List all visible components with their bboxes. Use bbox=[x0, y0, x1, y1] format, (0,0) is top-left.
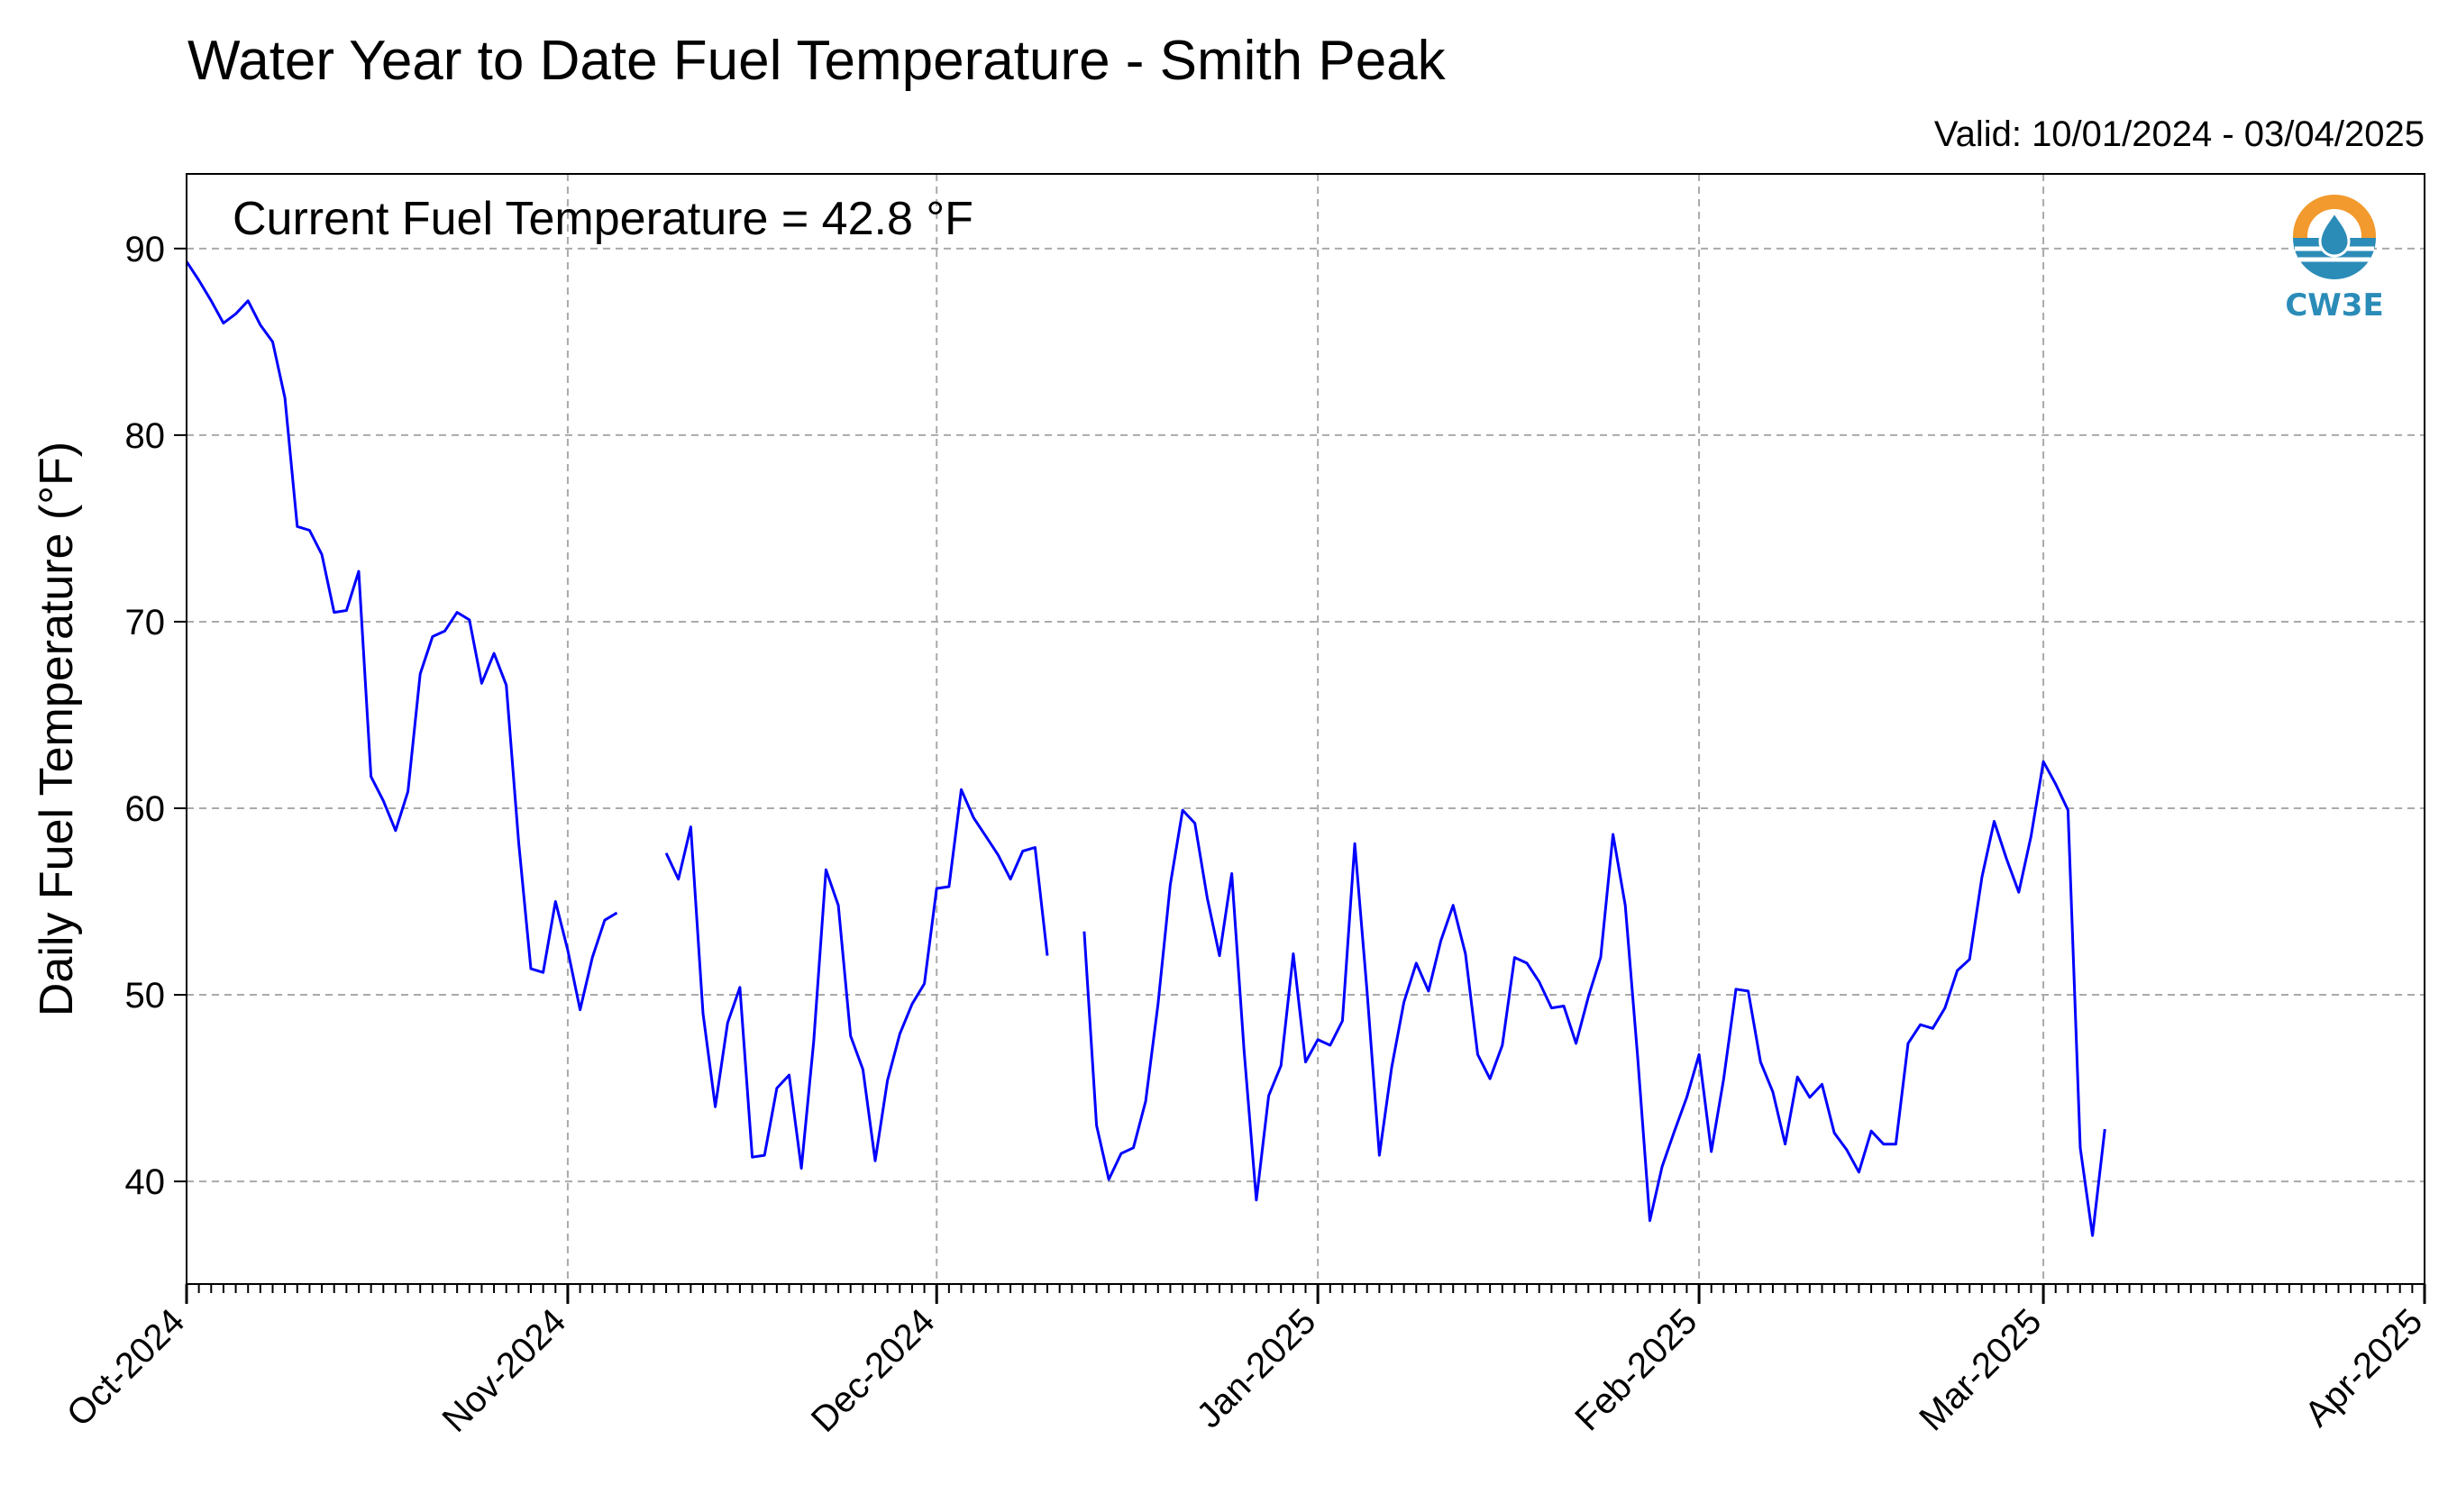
y-tick-label: 70 bbox=[125, 603, 166, 642]
grid-lines bbox=[187, 174, 2425, 1284]
x-tick-label: Dec-2024 bbox=[804, 1301, 943, 1440]
x-tick-label: Nov-2024 bbox=[435, 1301, 574, 1440]
valid-date-range: Valid: 10/01/2024 - 03/04/2025 bbox=[1934, 114, 2425, 154]
cw3e-logo: CW3E bbox=[2285, 195, 2384, 323]
y-tick-label: 90 bbox=[125, 230, 166, 269]
y-tick-label: 40 bbox=[125, 1162, 166, 1202]
y-axis-ticks: 40 50 60 70 80 90 bbox=[125, 230, 187, 1202]
y-tick-label: 80 bbox=[125, 416, 166, 456]
fuel-temperature-line bbox=[185, 260, 2106, 1237]
x-tick-label: Mar-2025 bbox=[1912, 1301, 2049, 1438]
y-tick-label: 50 bbox=[125, 976, 166, 1016]
current-fuel-temperature: Current Fuel Temperature = 42.8 °F bbox=[233, 193, 973, 245]
water-drop-icon bbox=[2318, 210, 2351, 258]
chart-title: Water Year to Date Fuel Temperature - Sm… bbox=[187, 30, 1447, 92]
y-axis-label: Daily Fuel Temperature (°F) bbox=[31, 442, 83, 1016]
y-tick-label: 60 bbox=[125, 789, 166, 829]
x-axis-ticks: Oct-2024 Nov-2024 Dec-2024 Jan-2025 Feb-2025… bbox=[59, 1284, 2430, 1440]
x-tick-label: Oct-2024 bbox=[59, 1301, 192, 1434]
plot-area bbox=[187, 174, 2425, 1284]
x-tick-label: Feb-2025 bbox=[1567, 1301, 1704, 1438]
x-tick-label: Apr-2025 bbox=[2297, 1301, 2430, 1434]
x-tick-label: Jan-2025 bbox=[1189, 1301, 1323, 1435]
plot-frame bbox=[186, 173, 2425, 1285]
series-group bbox=[185, 260, 2106, 1237]
logo-text: CW3E bbox=[2285, 287, 2383, 323]
